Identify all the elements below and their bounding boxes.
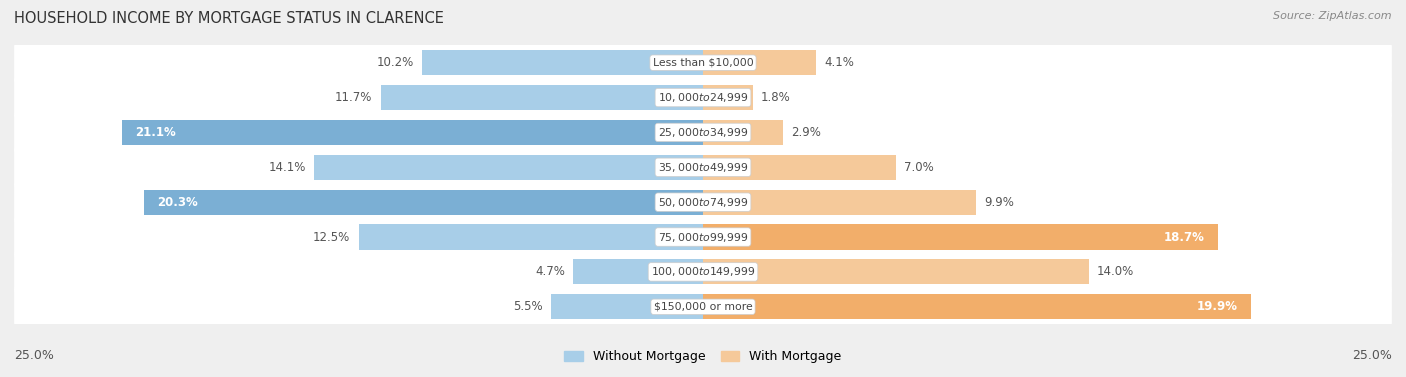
FancyBboxPatch shape — [14, 251, 1392, 294]
FancyBboxPatch shape — [14, 286, 1392, 329]
Text: Less than $10,000: Less than $10,000 — [652, 58, 754, 68]
Bar — [703, 294, 1251, 319]
Bar — [551, 294, 703, 319]
Bar — [359, 224, 703, 250]
Text: 4.7%: 4.7% — [536, 265, 565, 278]
Text: 25.0%: 25.0% — [1353, 349, 1392, 362]
Text: 12.5%: 12.5% — [314, 231, 350, 244]
Bar — [315, 155, 703, 180]
Bar — [422, 50, 703, 75]
Bar — [703, 190, 976, 215]
Text: $150,000 or more: $150,000 or more — [654, 302, 752, 312]
Text: $50,000 to $74,999: $50,000 to $74,999 — [658, 196, 748, 208]
Text: 4.1%: 4.1% — [824, 56, 853, 69]
FancyBboxPatch shape — [14, 112, 1392, 155]
FancyBboxPatch shape — [14, 250, 1392, 294]
Bar — [381, 85, 703, 110]
Bar — [703, 50, 815, 75]
Text: 5.5%: 5.5% — [513, 300, 543, 313]
FancyBboxPatch shape — [14, 76, 1392, 119]
Legend: Without Mortgage, With Mortgage: Without Mortgage, With Mortgage — [560, 345, 846, 368]
Text: Source: ZipAtlas.com: Source: ZipAtlas.com — [1274, 11, 1392, 21]
Text: 2.9%: 2.9% — [792, 126, 821, 139]
FancyBboxPatch shape — [14, 42, 1392, 85]
FancyBboxPatch shape — [14, 181, 1392, 224]
Text: 20.3%: 20.3% — [157, 196, 198, 208]
FancyBboxPatch shape — [14, 215, 1392, 259]
Text: $75,000 to $99,999: $75,000 to $99,999 — [658, 231, 748, 244]
Text: $10,000 to $24,999: $10,000 to $24,999 — [658, 91, 748, 104]
Text: HOUSEHOLD INCOME BY MORTGAGE STATUS IN CLARENCE: HOUSEHOLD INCOME BY MORTGAGE STATUS IN C… — [14, 11, 444, 26]
FancyBboxPatch shape — [14, 285, 1392, 328]
Text: 18.7%: 18.7% — [1164, 231, 1205, 244]
FancyBboxPatch shape — [14, 41, 1392, 84]
Text: $100,000 to $149,999: $100,000 to $149,999 — [651, 265, 755, 278]
Text: 14.1%: 14.1% — [269, 161, 307, 174]
Text: 1.8%: 1.8% — [761, 91, 790, 104]
Bar — [703, 120, 783, 145]
FancyBboxPatch shape — [14, 146, 1392, 190]
FancyBboxPatch shape — [14, 77, 1392, 120]
Bar — [703, 155, 896, 180]
Text: 7.0%: 7.0% — [904, 161, 934, 174]
Text: 9.9%: 9.9% — [984, 196, 1014, 208]
Text: $25,000 to $34,999: $25,000 to $34,999 — [658, 126, 748, 139]
Text: 19.9%: 19.9% — [1197, 300, 1237, 313]
Text: $35,000 to $49,999: $35,000 to $49,999 — [658, 161, 748, 174]
FancyBboxPatch shape — [14, 146, 1392, 189]
Text: 25.0%: 25.0% — [14, 349, 53, 362]
Bar — [703, 224, 1219, 250]
Text: 11.7%: 11.7% — [335, 91, 373, 104]
Text: 10.2%: 10.2% — [377, 56, 413, 69]
Bar — [703, 85, 752, 110]
Bar — [574, 259, 703, 285]
FancyBboxPatch shape — [14, 216, 1392, 259]
Bar — [143, 190, 703, 215]
Text: 21.1%: 21.1% — [135, 126, 176, 139]
Bar — [703, 259, 1088, 285]
Bar — [121, 120, 703, 145]
FancyBboxPatch shape — [14, 181, 1392, 224]
FancyBboxPatch shape — [14, 111, 1392, 154]
Text: 14.0%: 14.0% — [1097, 265, 1135, 278]
